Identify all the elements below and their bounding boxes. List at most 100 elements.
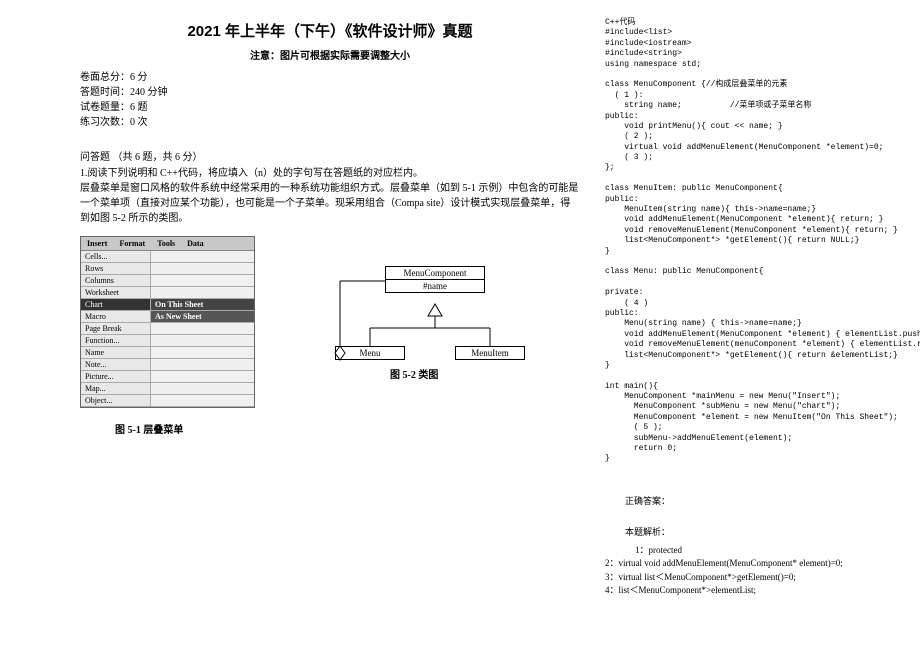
code-line: return 0; <box>605 444 905 454</box>
code-line: subMenu->addMenuElement(element); <box>605 434 905 444</box>
menu-row: Object... <box>81 395 254 407</box>
menu-row-right: On This Sheet <box>151 299 254 310</box>
menu-row-right <box>151 263 254 274</box>
menu-row: MacroAs New Sheet <box>81 311 254 323</box>
code-line <box>605 174 905 184</box>
menu-row: Rows <box>81 263 254 275</box>
code-line: string name; //菜单项或子菜单名称 <box>605 101 905 111</box>
code-line: public: <box>605 309 905 319</box>
menu-bar: Insert Format Tools Data <box>81 237 254 251</box>
question-line1: 1.阅读下列说明和 C++代码，将应填入（n）处的字句写在答题纸的对应栏内。 <box>80 166 580 181</box>
question-heading: 问答题 （共 6 题，共 6 分） <box>80 148 580 163</box>
code-line: MenuComponent *mainMenu = new Menu("Inse… <box>605 392 905 402</box>
menu-row-left: Note... <box>81 359 151 370</box>
code-line: ( 2 ); <box>605 132 905 142</box>
menu-row-right <box>151 251 254 262</box>
menu-row-right <box>151 287 254 298</box>
menu-row-right <box>151 335 254 346</box>
analysis-label: 本题解析： <box>625 526 905 540</box>
menu-window: Insert Format Tools Data Cells...RowsCol… <box>80 236 255 408</box>
code-line: ( 1 ): <box>605 91 905 101</box>
menubar-format: Format <box>113 237 151 250</box>
answer-item-1: 1：protected <box>635 544 905 558</box>
code-line <box>605 257 905 267</box>
menubar-tools: Tools <box>151 237 181 250</box>
menu-row-left: Cells... <box>81 251 151 262</box>
answer-item-3: 3：virtual list＜MenuComponent*>getElement… <box>605 571 905 585</box>
code-line: void removeMenuElement(menuComponent *el… <box>605 340 905 350</box>
menu-row: Function... <box>81 335 254 347</box>
menu-row-left: Worksheet <box>81 287 151 298</box>
meta-time: 答题时间：240 分钟 <box>80 85 580 100</box>
menu-row-left: Chart <box>81 299 151 310</box>
code-line: void addMenuElement(MenuComponent *eleme… <box>605 330 905 340</box>
figure-5-2-caption: 图 5-2 类图 <box>390 366 438 381</box>
menu-row-left: Object... <box>81 395 151 406</box>
code-line <box>605 371 905 381</box>
menu-row: Map... <box>81 383 254 395</box>
code-line: #include<list> <box>605 28 905 38</box>
question-line2: 层叠菜单是窗口风格的软件系统中经常采用的一种系统功能组织方式。层叠菜单（如到 5… <box>80 181 580 226</box>
code-line: } <box>605 361 905 371</box>
meta-count: 试卷题量：6 题 <box>80 100 580 115</box>
page-subtitle: 注意：图片可根据实际需要调整大小 <box>80 47 580 62</box>
code-line: private: <box>605 288 905 298</box>
uml-parent-attr: #name <box>386 280 484 292</box>
code-line: Menu(string name) { this->name=name;} <box>605 319 905 329</box>
page-title: 2021 年上半年（下午）《软件设计师》真题 <box>80 20 580 41</box>
exam-meta: 卷面总分：6 分 答题时间：240 分钟 试卷题量：6 题 练习次数：0 次 <box>80 70 580 130</box>
code-line: void addMenuElement(MenuComponent *eleme… <box>605 215 905 225</box>
uml-menuitem: MenuItem <box>455 346 525 360</box>
uml-child1-name: Menu <box>336 347 404 359</box>
code-line: list<MenuComponent*> *getElement(){ retu… <box>605 351 905 361</box>
question-body: 1.阅读下列说明和 C++代码，将应填入（n）处的字句写在答题纸的对应栏内。 层… <box>80 166 580 226</box>
code-line: virtual void addMenuElement(MenuComponen… <box>605 143 905 153</box>
code-line: class MenuItem: public MenuComponent{ <box>605 184 905 194</box>
code-line: MenuComponent *element = new MenuItem("O… <box>605 413 905 423</box>
code-line: public: <box>605 112 905 122</box>
code-line: MenuItem(string name){ this->name=name;} <box>605 205 905 215</box>
menu-row-left: Rows <box>81 263 151 274</box>
code-line: ( 4 ) <box>605 299 905 309</box>
menu-row-right: As New Sheet <box>151 311 254 322</box>
code-line: #include<iostream> <box>605 39 905 49</box>
menu-row-left: Page Break <box>81 323 151 334</box>
correct-answer-label: 正确答案： <box>625 495 905 509</box>
menu-row-right <box>151 383 254 394</box>
menu-row: Note... <box>81 359 254 371</box>
menu-row-right <box>151 275 254 286</box>
menubar-data: Data <box>181 237 209 250</box>
code-line: } <box>605 454 905 464</box>
menu-row: Worksheet <box>81 287 254 299</box>
code-line: }; <box>605 163 905 173</box>
uml-menu: Menu <box>335 346 405 360</box>
code-line: ( 3 ); <box>605 153 905 163</box>
menu-row-left: Map... <box>81 383 151 394</box>
code-line: int main(){ <box>605 382 905 392</box>
answer-item-2: 2：virtual void addMenuElement(MenuCompon… <box>605 557 905 571</box>
uml-menucomponent: MenuComponent #name <box>385 266 485 293</box>
menu-row-left: Columns <box>81 275 151 286</box>
meta-practice: 练习次数：0 次 <box>80 115 580 130</box>
menu-row: Cells... <box>81 251 254 263</box>
menu-row: Name <box>81 347 254 359</box>
code-line: MenuComponent *subMenu = new Menu("chart… <box>605 402 905 412</box>
code-line: void printMenu(){ cout << name; } <box>605 122 905 132</box>
menu-row-left: Picture... <box>81 371 151 382</box>
code-line: ( 5 ); <box>605 423 905 433</box>
menu-row-right <box>151 347 254 358</box>
uml-child2-name: MenuItem <box>456 347 524 359</box>
menu-row-right <box>151 359 254 370</box>
diagram-area: Insert Format Tools Data Cells...RowsCol… <box>80 236 570 456</box>
menu-row: Columns <box>81 275 254 287</box>
menu-row: Picture... <box>81 371 254 383</box>
code-line: C++代码 <box>605 18 905 28</box>
meta-score: 卷面总分：6 分 <box>80 70 580 85</box>
code-line <box>605 70 905 80</box>
code-line: public: <box>605 195 905 205</box>
code-line: list<MenuComponent*> *getElement(){ retu… <box>605 236 905 246</box>
menu-row-right <box>151 371 254 382</box>
menu-row-right <box>151 395 254 406</box>
code-column: C++代码#include<list>#include<iostream>#in… <box>605 18 905 598</box>
menu-row-right <box>151 323 254 334</box>
